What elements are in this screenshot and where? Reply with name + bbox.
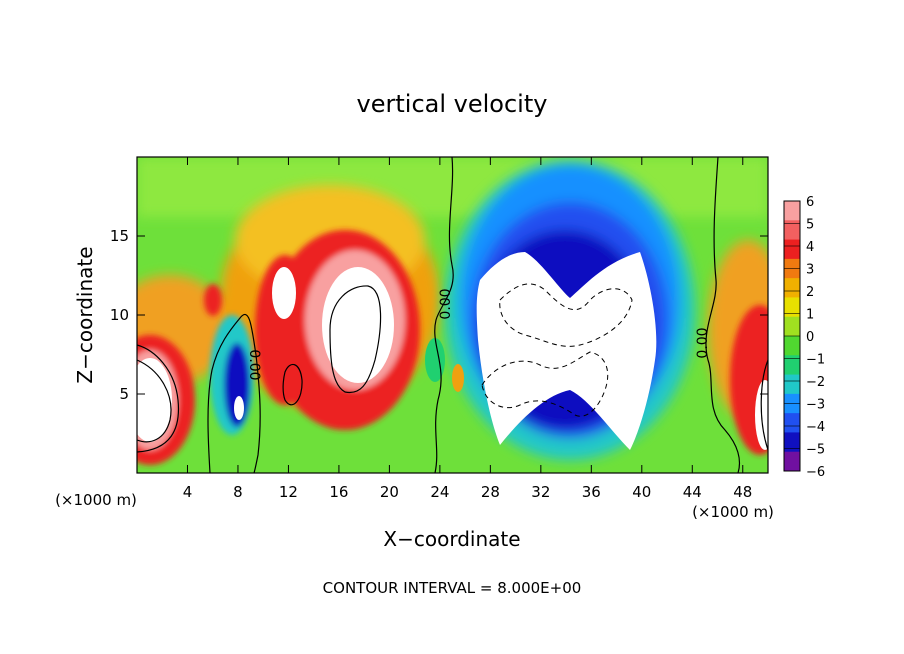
y-tick-label: 5 [119,385,129,403]
colorbar-label: 1 [806,308,814,323]
colorbar-swatch [784,432,800,453]
x-tick-label: 12 [279,483,298,501]
x-tick-label: 20 [380,483,399,501]
colorbar-swatch [784,451,800,472]
colorbar-swatch [784,220,800,241]
colorbar-swatch [784,336,800,356]
colorbar-swatch [784,239,800,260]
contour-zero-left [137,344,180,453]
x-tick-label: 8 [233,483,243,501]
contour-interval-text: CONTOUR INTERVAL = 8.000E+00 [323,579,582,597]
contour-zero-44 [705,157,741,473]
warm-spot-27 [452,364,464,392]
contour-lines [137,157,768,473]
colorbar-swatch [784,355,800,376]
colorbar-swatch [784,413,800,433]
colorbar-label: 6 [806,195,814,210]
contour-eight-center [329,285,382,394]
colorbar-swatch [784,297,800,318]
x-tick-label: 48 [733,483,752,501]
y-axis-label: Z−coordinate [73,246,97,383]
colorbar-swatch [784,278,800,298]
colorbar: 6 5 4 3 2 1 0 −1 −2 −3 −4 −5 −6 [783,195,825,480]
x-tick-label: 24 [430,483,449,501]
chart-title: vertical velocity [357,90,548,118]
contour-neg-lower [481,351,609,417]
colorbar-swatch [784,316,800,337]
cool-spot-26 [425,338,445,382]
colorbar-label: −3 [806,398,825,413]
colorbar-swatch [784,201,800,221]
colorbar-swatch [784,374,800,395]
contour-eight-left [137,359,172,443]
downdraft-8-core [234,396,244,420]
updraft-core-left [137,358,172,442]
colorbar-label: 3 [806,263,814,278]
x-tick-label: 40 [632,483,651,501]
x-tick-label: 4 [183,483,193,501]
colorbar-label: 4 [806,240,814,255]
x-axis: 4 8 12 16 20 24 28 32 36 40 44 48 [183,157,752,501]
updraft-red-12 [255,255,315,405]
colorbar-label: −6 [806,465,825,480]
contour-zero-8 [207,313,261,473]
downdraft-core [476,252,657,450]
y-axis: 5 10 15 [110,227,768,403]
updraft-core-12 [272,267,296,319]
colorbar-label: 0 [806,330,814,345]
colorbar-label: −2 [806,375,825,390]
x-tick-label: 28 [481,483,500,501]
contour-zero-right [760,359,768,451]
x-tick-label: 44 [683,483,702,501]
contour-label-44: 0.00 [695,327,711,358]
x-unit-right: (×1000 m) [692,503,774,521]
colorbar-label: −1 [806,353,825,368]
contour-neg-upper [499,283,633,347]
colorbar-label: −5 [806,443,825,458]
colorbar-label: 2 [806,285,814,300]
colorbar-label: 5 [806,218,814,233]
contour-zero-24 [434,157,454,473]
x-unit-left: (×1000 m) [55,491,137,509]
x-axis-label: X−coordinate [383,527,520,551]
contour-label-8: 0.00 [246,349,262,380]
x-tick-label: 36 [582,483,601,501]
updraft-core-center [322,267,394,383]
y-tick-label: 10 [110,306,129,324]
x-tick-label: 32 [531,483,550,501]
updraft-red-6 [204,284,222,316]
contour-label-24: 0.00 [438,288,454,319]
colorbar-label: −4 [806,420,825,435]
negative-contour-lines [481,283,633,417]
y-tick-label: 15 [110,227,129,245]
x-tick-label: 16 [329,483,348,501]
contour-eight-12 [282,363,303,406]
velocity-field [137,157,768,473]
